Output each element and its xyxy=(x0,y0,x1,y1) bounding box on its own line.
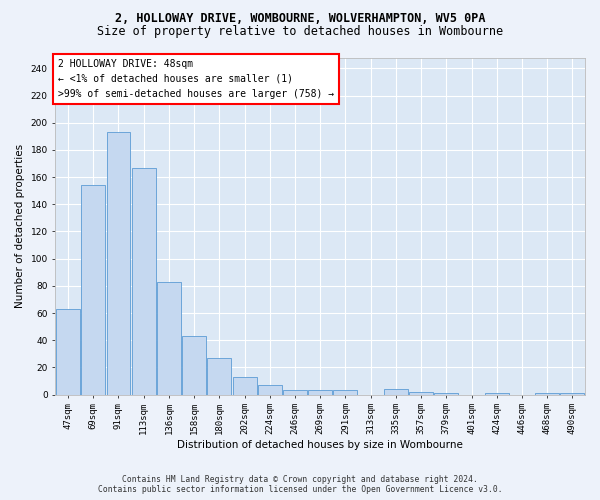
Bar xyxy=(384,389,408,394)
Bar xyxy=(334,390,358,394)
Bar xyxy=(208,358,232,395)
Text: 2 HOLLOWAY DRIVE: 48sqm
← <1% of detached houses are smaller (1)
>99% of semi-de: 2 HOLLOWAY DRIVE: 48sqm ← <1% of detache… xyxy=(58,59,334,99)
Bar xyxy=(56,309,80,394)
X-axis label: Distribution of detached houses by size in Wombourne: Distribution of detached houses by size … xyxy=(177,440,463,450)
Y-axis label: Number of detached properties: Number of detached properties xyxy=(15,144,25,308)
Bar xyxy=(560,393,584,394)
Text: Contains HM Land Registry data © Crown copyright and database right 2024.
Contai: Contains HM Land Registry data © Crown c… xyxy=(98,474,502,494)
Bar xyxy=(81,186,105,394)
Bar xyxy=(132,168,155,394)
Bar xyxy=(434,393,458,394)
Text: Size of property relative to detached houses in Wombourne: Size of property relative to detached ho… xyxy=(97,25,503,38)
Bar xyxy=(233,377,257,394)
Bar xyxy=(258,385,282,394)
Bar xyxy=(409,392,433,394)
Bar xyxy=(485,393,509,394)
Bar xyxy=(535,393,559,394)
Bar xyxy=(182,336,206,394)
Bar xyxy=(107,132,130,394)
Bar xyxy=(157,282,181,395)
Bar xyxy=(308,390,332,394)
Text: 2, HOLLOWAY DRIVE, WOMBOURNE, WOLVERHAMPTON, WV5 0PA: 2, HOLLOWAY DRIVE, WOMBOURNE, WOLVERHAMP… xyxy=(115,12,485,24)
Bar xyxy=(283,390,307,394)
